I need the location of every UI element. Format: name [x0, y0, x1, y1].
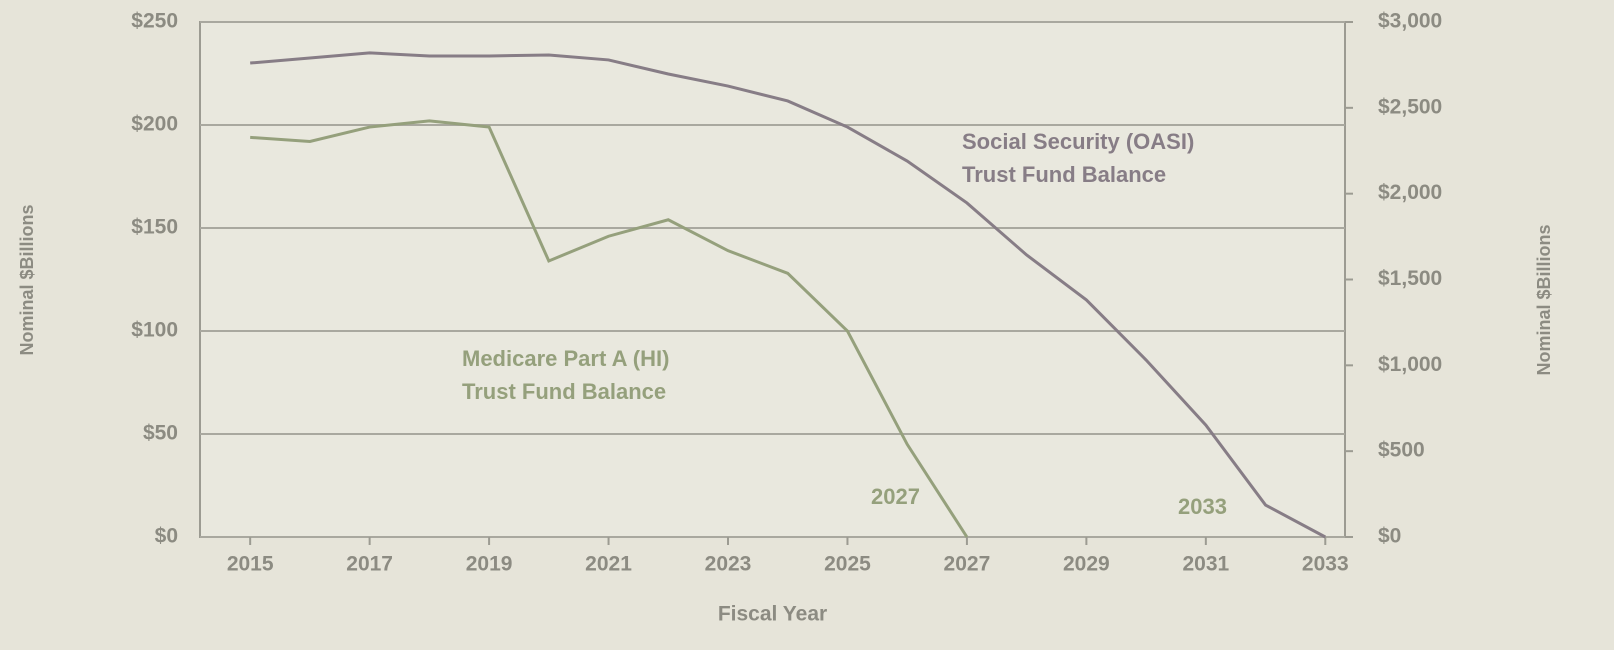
y-axis-label: Nominal $Billions [17, 204, 37, 355]
annotation: 2033 [1178, 494, 1227, 519]
plot-area [199, 21, 1346, 538]
x-tick-label: 2019 [466, 553, 513, 576]
y-tick-label: $50 [143, 422, 178, 445]
y2-tick-label: $1,500 [1378, 267, 1442, 290]
x-axis-label: Fiscal Year [718, 603, 827, 626]
x-tick-label: 2033 [1302, 553, 1349, 576]
y2-tick-label: $3,000 [1378, 10, 1442, 33]
x-tick-label: 2015 [227, 553, 274, 576]
x-tick-label: 2027 [944, 553, 991, 576]
y-tick-label: $250 [131, 10, 178, 33]
y-tick-label: $200 [131, 113, 178, 136]
y-tick-label: $0 [155, 525, 178, 548]
y2-tick-label: $2,000 [1378, 181, 1442, 204]
y2-axis-label: Nominal $Billions [1534, 224, 1554, 375]
annotation: Social Security (OASI) [962, 129, 1194, 154]
y2-tick-label: $1,000 [1378, 353, 1442, 376]
x-tick-label: 2025 [824, 553, 871, 576]
x-tick-label: 2021 [585, 553, 632, 576]
y-tick-label: $150 [131, 216, 178, 239]
x-tick-label: 2017 [346, 553, 393, 576]
annotation: Trust Fund Balance [462, 379, 666, 404]
series-line [250, 51, 1326, 539]
y-tick-label: $100 [131, 319, 178, 342]
x-tick-label: 2023 [705, 553, 752, 576]
x-tick-label: 2031 [1182, 553, 1229, 576]
annotation: Trust Fund Balance [962, 162, 1166, 187]
annotation: Medicare Part A (HI) [462, 346, 669, 371]
y2-tick-label: $500 [1378, 439, 1425, 462]
y2-tick-label: $2,500 [1378, 95, 1442, 118]
series-line [250, 119, 969, 538]
annotation: 2027 [871, 484, 920, 509]
x-tick-label: 2029 [1063, 553, 1110, 576]
y2-tick-label: $0 [1378, 525, 1401, 548]
